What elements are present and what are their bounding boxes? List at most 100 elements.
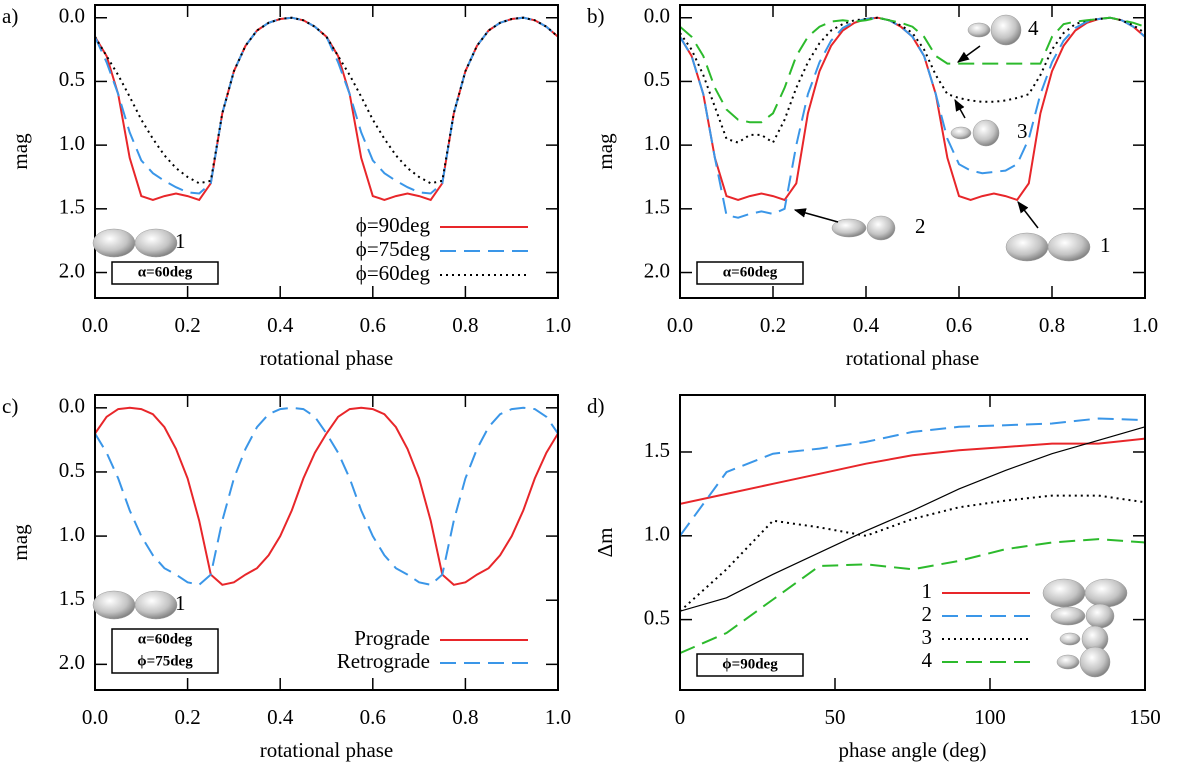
panel-label: a) (2, 4, 18, 28)
y-tick-label: 1.5 (644, 438, 670, 462)
y-tick-label: 2.0 (59, 258, 85, 282)
y-tick-label: 1.5 (644, 195, 670, 219)
y-tick-label: 0.0 (644, 4, 670, 28)
shape-body (950, 126, 972, 140)
shape-icon (950, 119, 1000, 147)
curve-label: 4 (1028, 16, 1039, 40)
annotation-text: α=60deg (723, 264, 778, 280)
shape-body (1042, 578, 1086, 608)
shape-icon (92, 590, 178, 620)
x-tick-label: 0.4 (853, 313, 880, 337)
shape-icon (1050, 603, 1115, 629)
shape-label: 1 (175, 591, 186, 615)
data-line (680, 417, 1145, 537)
y-tick-label: 1.0 (644, 522, 670, 546)
data-line (680, 538, 1145, 655)
legend-label: Prograde (354, 626, 430, 650)
shape-body (134, 228, 178, 258)
x-tick-label: 100 (974, 705, 1006, 729)
x-tick-label: 0.8 (452, 313, 478, 337)
legend-label: Retrograde (337, 649, 430, 673)
x-tick-label: 0.2 (174, 705, 200, 729)
shape-icon (1056, 646, 1111, 678)
arrow (957, 45, 981, 63)
legend-label: 3 (922, 625, 933, 649)
x-tick-label: 0.0 (667, 313, 693, 337)
annotation-box (111, 261, 219, 285)
data-line (680, 16, 1145, 124)
curve-label: 3 (1017, 119, 1028, 143)
x-tick-label: 0.6 (946, 313, 972, 337)
data-line (680, 426, 1145, 612)
panel-label: d) (587, 394, 605, 418)
shape-body (967, 22, 991, 38)
shape-icon (92, 228, 178, 258)
x-tick-label: 1.0 (545, 705, 571, 729)
data-line (95, 406, 558, 586)
y-axis-label: Δm (593, 528, 617, 558)
shape-body (831, 218, 867, 238)
annotation-text: α=60deg (138, 264, 193, 280)
annotation-box (696, 261, 804, 285)
legend-label: 2 (922, 602, 933, 626)
data-line (680, 16, 1145, 202)
y-tick-label: 1.5 (59, 586, 85, 610)
plot-frame (679, 394, 1146, 691)
legend-label: ϕ=90deg (356, 213, 431, 237)
shape-body (990, 14, 1022, 46)
data-line (95, 16, 558, 185)
x-tick-label: 0.8 (1039, 313, 1065, 337)
data-line (680, 16, 1145, 145)
shape-icon (1059, 625, 1109, 653)
y-axis-label: mag (8, 524, 32, 561)
shape-body (1047, 232, 1091, 262)
x-axis-label: rotational phase (260, 346, 394, 370)
annotation-text: ϕ=75deg (137, 653, 193, 669)
y-tick-label: 2.0 (59, 650, 85, 674)
shape-body (92, 228, 136, 258)
x-tick-label: 0.0 (82, 705, 108, 729)
x-tick-label: 1.0 (1132, 313, 1158, 337)
shape-body (866, 215, 896, 241)
shape-icon (967, 14, 1022, 46)
shape-icon (1005, 232, 1091, 262)
y-tick-label: 0.5 (644, 605, 670, 629)
shape-body (1050, 606, 1086, 626)
arrow (793, 208, 839, 223)
y-axis-label: mag (8, 133, 32, 170)
annotation-box (696, 653, 804, 677)
x-axis-label: phase angle (deg) (838, 738, 986, 762)
annotation-text: ϕ=90deg (722, 656, 778, 672)
panel-label: b) (587, 4, 605, 28)
shape-body (1005, 232, 1049, 262)
y-tick-label: 1.0 (59, 131, 85, 155)
shape-body (1084, 578, 1128, 608)
shape-icon (1042, 578, 1128, 608)
x-tick-label: 50 (825, 705, 846, 729)
data-line (680, 16, 1145, 219)
x-tick-label: 150 (1129, 705, 1161, 729)
panel-label: c) (2, 394, 18, 418)
data-line (95, 406, 558, 586)
shape-body (1056, 654, 1080, 670)
y-tick-label: 1.5 (59, 195, 85, 219)
y-tick-label: 0.5 (59, 67, 85, 91)
data-line (95, 16, 558, 195)
x-axis-label: rotational phase (260, 738, 394, 762)
legend-label: ϕ=75deg (356, 237, 431, 261)
y-tick-label: 0.5 (644, 67, 670, 91)
curve-label: 1 (1100, 233, 1111, 257)
x-tick-label: 0.4 (267, 313, 294, 337)
annotation-box (111, 628, 219, 674)
y-tick-label: 0.0 (59, 4, 85, 28)
shape-label: 1 (175, 229, 186, 253)
shape-body (134, 590, 178, 620)
plot-frame (94, 394, 559, 691)
legend-label: 4 (922, 648, 933, 672)
shape-body (1059, 632, 1081, 646)
shape-icon (831, 215, 896, 241)
plot-frame (679, 4, 1146, 299)
y-tick-label: 1.0 (59, 522, 85, 546)
